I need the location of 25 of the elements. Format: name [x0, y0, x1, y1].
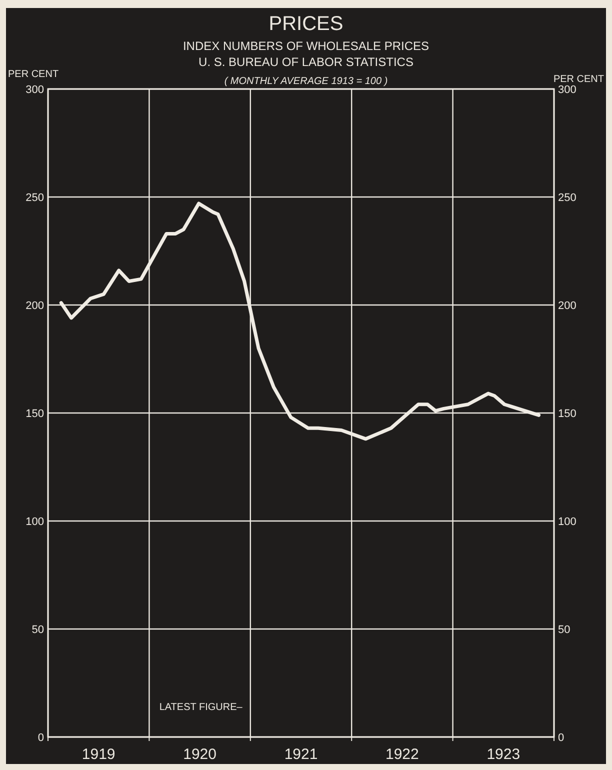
chart-subtitle: INDEX NUMBERS OF WHOLESALE PRICES U. S. BUREAU OF LABOR STATISTICS	[182, 39, 430, 69]
y-tick-label: 200	[26, 300, 44, 312]
x-tick-label: 1920	[183, 746, 216, 763]
y2-tick-label: 250	[558, 192, 576, 204]
y-axis-title: PER CENT	[8, 69, 59, 80]
y2-tick-label: 150	[558, 408, 576, 420]
x-tick-label: 1919	[82, 746, 116, 763]
y2-tick-label: 0	[558, 732, 564, 744]
x-tick-label: 1923	[486, 746, 520, 763]
y-tick-label: 50	[32, 624, 44, 636]
annotation: LATEST FIGURE–	[159, 702, 243, 713]
y2-tick-label: 100	[558, 516, 576, 528]
chart-title: PRICES	[268, 13, 344, 35]
y-tick-label: 100	[26, 516, 44, 528]
text: ( MONTHLY AVERAGE 1913 = 100 )	[224, 76, 388, 87]
y-tick-label: 150	[26, 408, 44, 420]
y2-tick-label: 50	[558, 624, 570, 636]
y-tick-label: 300	[26, 84, 44, 96]
y2-axis-title: PER CENT	[553, 74, 604, 85]
y2-tick-label: 300	[558, 84, 576, 96]
y-tick-label: 250	[26, 192, 44, 204]
x-tick-label: 1921	[284, 746, 318, 763]
x-tick-label: 1922	[386, 746, 419, 763]
y-tick-label: 0	[38, 732, 44, 744]
y2-tick-label: 200	[558, 300, 576, 312]
